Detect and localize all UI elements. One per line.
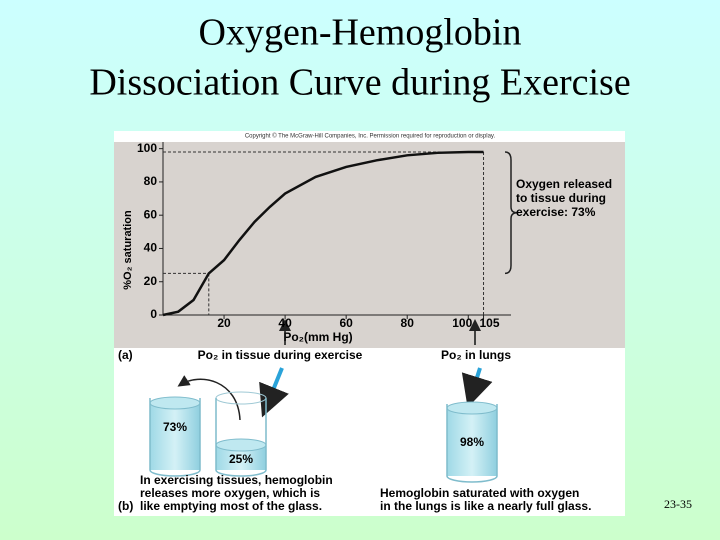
x-tick-label: 100 (452, 316, 472, 330)
x-tick-label: 80 (401, 316, 415, 330)
x-tick-label: 40 (278, 316, 292, 330)
slide-title: Oxygen-Hemoglobin (199, 12, 522, 54)
bracket (504, 151, 518, 275)
x-tick-label: 105 (480, 316, 500, 330)
pour-arrow (177, 375, 241, 421)
panel-label: (a) (118, 348, 133, 362)
caption: releases more oxygen, which is (140, 486, 320, 500)
beaker-value: 25% (229, 452, 253, 466)
bracket-label: to tissue during (516, 191, 606, 205)
y-axis-label: %O₂ saturation (122, 210, 134, 290)
panel-label: (b) (118, 499, 133, 513)
glass (215, 398, 267, 477)
lungs-label: Po₂ in lungs (441, 348, 511, 362)
x-tick-label: 20 (217, 316, 231, 330)
copyright: Copyright © The McGraw-Hill Companies, I… (245, 133, 496, 140)
y-tick-label: 20 (144, 274, 158, 288)
blue-arrow (259, 367, 289, 418)
glass (446, 404, 498, 483)
beaker-tissue-full (149, 396, 201, 477)
caption: Hemoglobin saturated with oxygen (380, 486, 579, 500)
water-surface (215, 438, 267, 452)
blue-arrow (461, 367, 493, 408)
y-tick-label: 100 (137, 141, 157, 155)
glass (149, 398, 201, 477)
caption: In exercising tissues, hemoglobin (140, 473, 333, 487)
water-surface (149, 396, 201, 410)
beaker-lungs (446, 401, 498, 483)
water (150, 403, 200, 470)
beaker-value: 98% (460, 435, 484, 449)
bracket-label: Oxygen released (516, 177, 612, 191)
x-tick-label: 60 (339, 316, 353, 330)
x-axis-label: Po₂(mm Hg) (283, 330, 352, 344)
y-tick-label: 60 (144, 207, 158, 221)
y-tick-label: 80 (144, 174, 158, 188)
plot-background (114, 142, 625, 348)
y-tick-label: 0 (150, 307, 157, 321)
y-tick-label: 40 (144, 241, 158, 255)
tissue-label: Po₂ in tissue during exercise (198, 348, 363, 362)
beaker-value: 73% (163, 420, 187, 434)
water (447, 408, 497, 476)
caption: like emptying most of the glass. (140, 499, 322, 513)
water-surface (446, 401, 498, 415)
caption: in the lungs is like a nearly full glass… (380, 499, 591, 513)
beaker-tissue-empty (215, 391, 267, 477)
slide-number: 23-35 (664, 497, 692, 511)
bracket-label: exercise: 73% (516, 205, 596, 219)
slide-title: Dissociation Curve during Exercise (89, 62, 630, 104)
curve (162, 150, 484, 317)
